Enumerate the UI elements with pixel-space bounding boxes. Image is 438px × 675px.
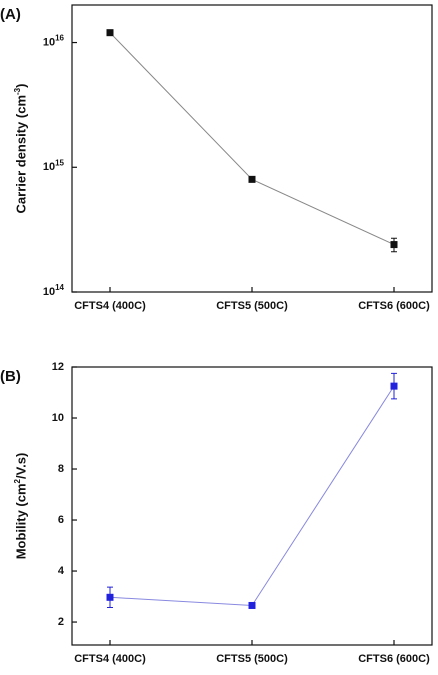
y-tick-label: 4 [58, 565, 65, 577]
y-tick-label: 2 [58, 616, 64, 628]
marker [390, 241, 398, 249]
y-tick-label: 1014 [43, 283, 65, 298]
y-tick-label: 8 [58, 463, 64, 475]
x-tick-label: CFTS6 (600C) [358, 653, 430, 665]
y-tick-label: 1015 [43, 158, 65, 173]
panel-label: (A) [0, 6, 21, 23]
x-tick-label: CFTS5 (500C) [216, 300, 288, 312]
panel-label: (B) [0, 368, 21, 385]
marker [248, 175, 256, 183]
y-axis-label: Mobility (cm2/V.s) [13, 453, 29, 560]
y-axis-label: Carrier density (cm-3) [13, 84, 29, 214]
data-line [109, 385, 395, 606]
x-tick-label: CFTS4 (400C) [74, 653, 146, 665]
y-tick-label: 1016 [43, 33, 65, 48]
x-tick-label: CFTS5 (500C) [216, 653, 288, 665]
y-tick-label: 12 [52, 361, 64, 373]
y-tick-label: 10 [52, 412, 64, 424]
y-tick-label: 6 [58, 514, 64, 526]
x-tick-label: CFTS6 (600C) [358, 300, 430, 312]
marker [106, 29, 114, 37]
marker [106, 593, 114, 601]
plot-frame [71, 4, 433, 293]
data-line [109, 32, 395, 246]
marker [390, 382, 398, 390]
x-tick-label: CFTS4 (400C) [74, 300, 146, 312]
marker [248, 601, 256, 609]
